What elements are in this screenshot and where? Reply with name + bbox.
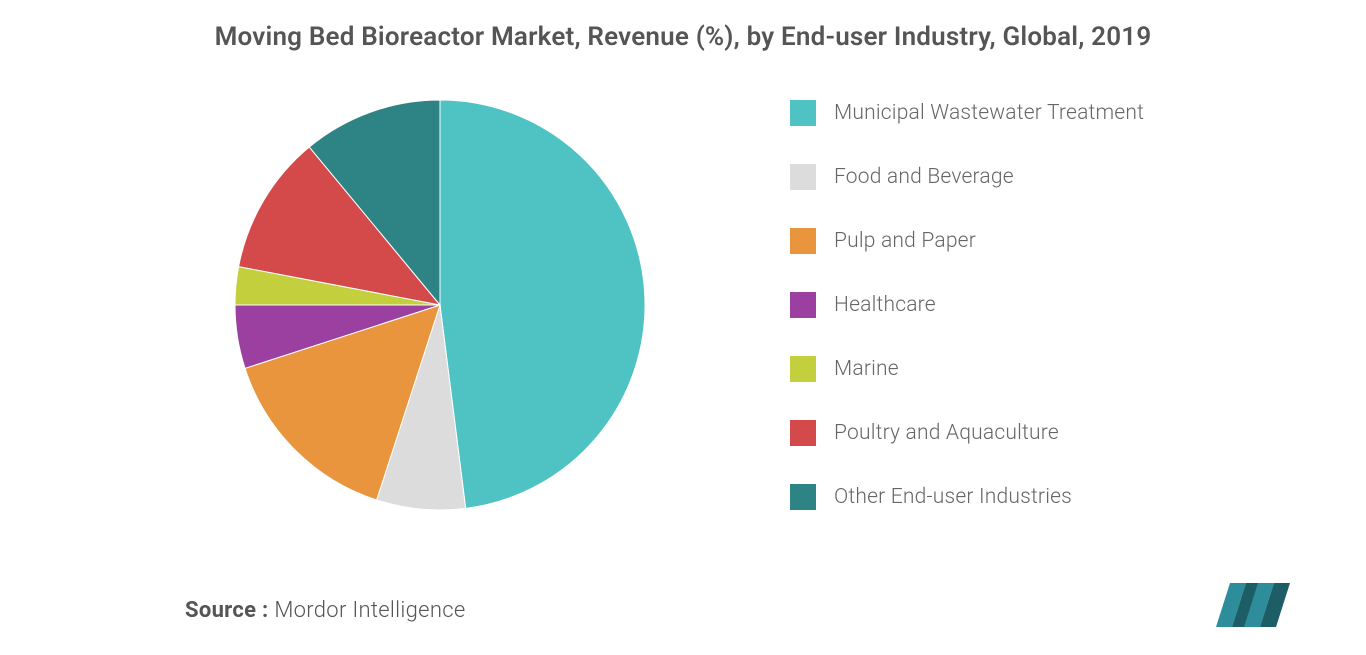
legend-label-2: Pulp and Paper — [834, 229, 976, 253]
mordor-logo-icon — [1216, 583, 1296, 627]
pie-chart — [230, 95, 650, 515]
source-label: Source : — [185, 598, 269, 623]
pie-slice-0 — [440, 100, 645, 508]
pie-svg — [230, 95, 650, 515]
legend-swatch-5 — [790, 420, 816, 446]
legend-item-3: Healthcare — [790, 292, 1310, 318]
legend-label-3: Healthcare — [834, 293, 936, 317]
legend-swatch-0 — [790, 100, 816, 126]
legend-item-0: Municipal Wastewater Treatment — [790, 100, 1310, 126]
legend-label-0: Municipal Wastewater Treatment — [834, 101, 1144, 125]
legend-swatch-2 — [790, 228, 816, 254]
chart-title: Moving Bed Bioreactor Market, Revenue (%… — [0, 22, 1366, 52]
legend-swatch-4 — [790, 356, 816, 382]
source-attribution: Source : Mordor Intelligence — [185, 598, 466, 623]
legend-item-1: Food and Beverage — [790, 164, 1310, 190]
legend-swatch-3 — [790, 292, 816, 318]
legend-item-4: Marine — [790, 356, 1310, 382]
legend-label-5: Poultry and Aquaculture — [834, 421, 1059, 445]
legend-label-1: Food and Beverage — [834, 165, 1014, 189]
legend-swatch-1 — [790, 164, 816, 190]
legend-item-2: Pulp and Paper — [790, 228, 1310, 254]
legend-label-4: Marine — [834, 357, 899, 381]
legend-label-6: Other End-user Industries — [834, 485, 1072, 509]
source-text: Mordor Intelligence — [274, 598, 465, 623]
legend: Municipal Wastewater Treatment Food and B… — [790, 100, 1310, 510]
legend-item-6: Other End-user Industries — [790, 484, 1310, 510]
legend-swatch-6 — [790, 484, 816, 510]
legend-item-5: Poultry and Aquaculture — [790, 420, 1310, 446]
